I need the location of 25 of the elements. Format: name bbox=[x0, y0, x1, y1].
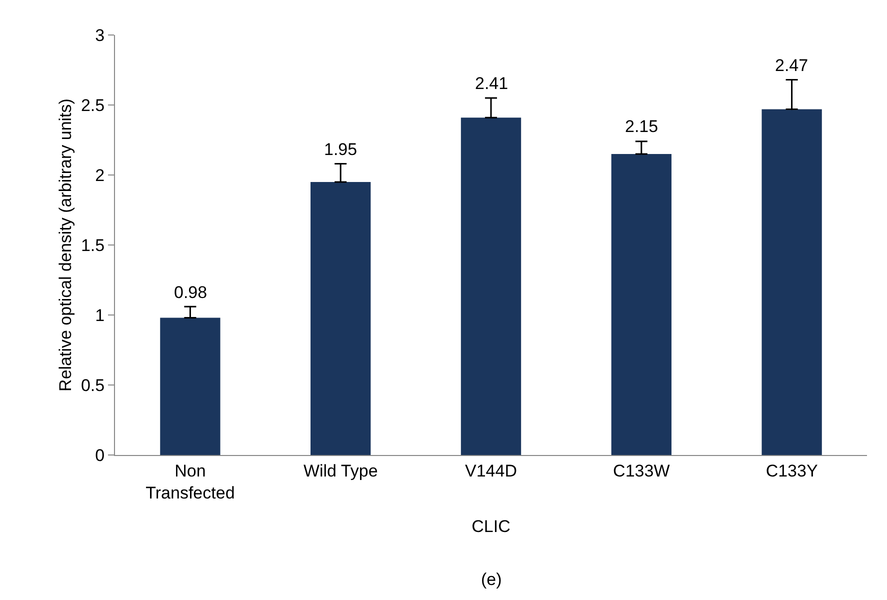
text: (e) bbox=[481, 570, 502, 589]
x-axis-title: CLIC bbox=[472, 516, 510, 536]
x-tick-label: V144D bbox=[465, 461, 517, 480]
data-label: 2.15 bbox=[625, 117, 658, 136]
y-tick-label: 0.5 bbox=[80, 376, 105, 395]
x-tick-label: Non Transfected bbox=[146, 461, 235, 502]
data-label: 2.41 bbox=[475, 74, 508, 93]
data-label: 1.95 bbox=[324, 140, 358, 159]
y-tick-label: 2.5 bbox=[80, 96, 105, 115]
data-label: 0.98 bbox=[174, 283, 208, 302]
y-tick-label: 3 bbox=[95, 26, 105, 45]
y-tick-label: 1 bbox=[95, 306, 105, 325]
x-tick-label: C133W bbox=[613, 461, 670, 480]
y-tick-label: 2 bbox=[95, 166, 105, 185]
bar bbox=[460, 118, 522, 455]
bar bbox=[611, 154, 672, 455]
x-tick-label: C133Y bbox=[766, 461, 818, 480]
y-axis-title: Relative optical density (arbitrary units) bbox=[56, 98, 75, 392]
y-tick-label: 1.5 bbox=[80, 236, 105, 255]
bar bbox=[160, 318, 220, 455]
bar bbox=[762, 109, 822, 455]
y-tick-label: 0 bbox=[95, 446, 105, 465]
x-tick-label: Wild Type bbox=[303, 461, 378, 480]
data-label: 2.47 bbox=[775, 56, 808, 75]
bar bbox=[310, 182, 371, 455]
